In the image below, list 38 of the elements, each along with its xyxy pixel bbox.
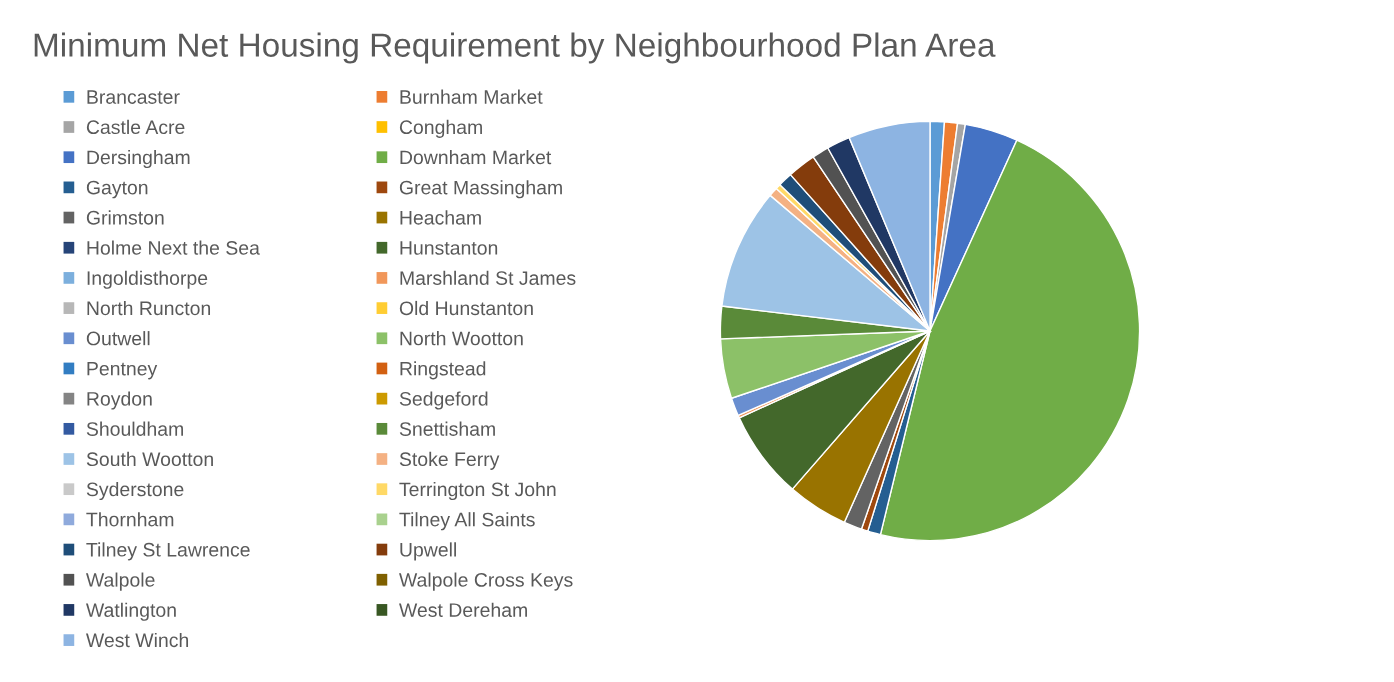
legend-label: North Wootton <box>400 331 523 346</box>
legend-label: Congham <box>399 119 482 138</box>
legend-label: Outwell <box>86 331 150 346</box>
legend-label: Old Hunstanton <box>399 300 533 316</box>
legend-label: North Runcton <box>87 300 211 316</box>
legend-label: Burnham Market <box>400 89 543 104</box>
legend-label: Watlington <box>85 602 176 621</box>
legend-label: Syderstone <box>86 481 184 501</box>
legend-label: Walpole <box>85 572 155 591</box>
legend-label: Gayton <box>86 180 148 199</box>
legend-label: Snettisham <box>399 421 495 436</box>
legend-label: Tilney St Lawrence <box>86 542 250 561</box>
legend-label: Holme Next the Sea <box>87 240 260 255</box>
legend-label: Hunstanton <box>400 241 498 255</box>
legend-label: South Wootton <box>86 451 213 467</box>
legend-label: Pentney <box>87 361 158 380</box>
legend-label: Downham Market <box>400 149 552 165</box>
legend-label: Sedgeford <box>399 391 488 410</box>
legend-label: Grimston <box>86 210 164 225</box>
legend-label: Upwell <box>400 542 456 561</box>
legend-label: Brancaster <box>87 90 180 104</box>
legend-label: Thornham <box>86 512 174 527</box>
legend-label: Walpole Cross Keys <box>399 572 573 591</box>
legend-label: Heacham <box>400 210 481 225</box>
legend-label: Terrington St John <box>399 481 556 501</box>
legend-label: Ringstead <box>400 361 486 380</box>
legend-label: Stoke Ferry <box>399 451 500 470</box>
chart-title: Minimum Net Housing Requirement by Neighbourhood Plan Area <box>34 32 996 64</box>
legend-label: Shouldham <box>86 421 183 436</box>
legend-label: Dersingham <box>87 149 190 169</box>
legend-label: Castle Acre <box>86 119 185 135</box>
legend-label: West Dereham <box>399 602 527 617</box>
legend-label: Roydon <box>87 391 152 410</box>
legend-label: Tilney All Saints <box>399 512 535 531</box>
legend-label: Marshland St James <box>400 270 576 285</box>
legend-label: Great Massingham <box>399 180 562 199</box>
legend-label: Ingoldisthorpe <box>87 270 208 289</box>
legend-label: West Winch <box>85 632 189 648</box>
